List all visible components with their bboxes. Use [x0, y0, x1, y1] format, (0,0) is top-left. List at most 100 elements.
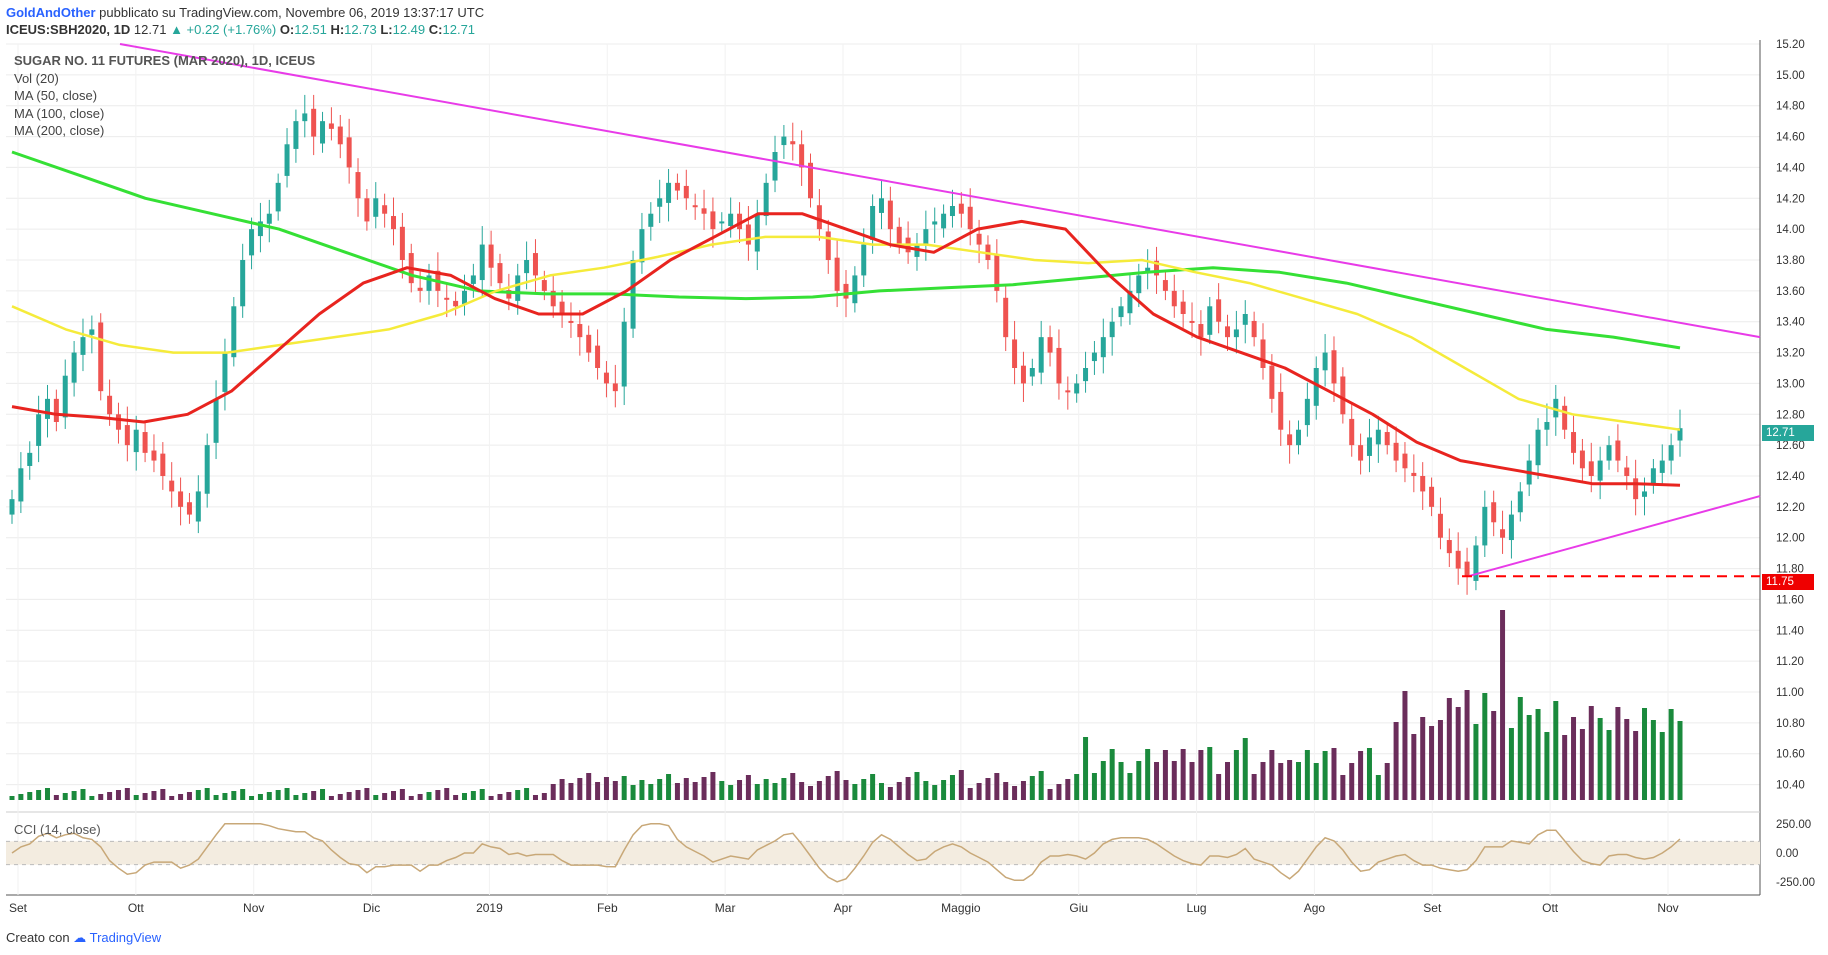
volume-bar: [870, 774, 876, 800]
legend-ma100[interactable]: MA (100, close): [14, 105, 105, 121]
y-tick-label: 10.80: [1776, 718, 1805, 730]
ma50-line: [11, 212, 1681, 487]
volume-bar: [1216, 774, 1222, 800]
last-price-tag: 12.71: [1762, 425, 1814, 441]
volume-bar: [213, 795, 219, 800]
volume-bar: [1145, 749, 1151, 800]
volume-bar: [949, 775, 955, 800]
legend-ma200[interactable]: MA (200, close): [14, 123, 105, 138]
volume-bar: [355, 790, 361, 800]
candle-body: [1588, 461, 1594, 476]
volume-bar: [887, 787, 893, 800]
volume-bar: [843, 780, 849, 800]
volume-bar: [89, 796, 95, 800]
volume-bar: [1242, 738, 1248, 800]
legend-vol[interactable]: Vol (20): [14, 70, 59, 86]
close-label: C:: [428, 22, 443, 37]
candle-body: [240, 260, 246, 307]
y-tick-label: 11.40: [1776, 625, 1804, 637]
volume-bar: [479, 789, 485, 800]
y-tick-label: 14.00: [1776, 224, 1805, 236]
volume-bar: [737, 780, 743, 800]
volume-bar: [311, 791, 317, 800]
author-link[interactable]: GoldAndOther: [6, 5, 96, 20]
candle-body: [1242, 314, 1248, 325]
volume-bar: [115, 790, 121, 800]
candle-body: [1606, 445, 1612, 461]
candle-body: [1473, 545, 1479, 581]
x-tick-label: Ott: [128, 901, 145, 915]
tradingview-logo-icon: ☁: [73, 930, 87, 945]
candle-body: [1162, 280, 1168, 291]
volume-bar: [1118, 762, 1124, 800]
x-tick-label: Set: [1423, 901, 1442, 915]
candle-body: [1597, 460, 1603, 481]
volume-bar: [36, 790, 42, 800]
volume-bar: [701, 777, 707, 800]
candle-body: [293, 121, 299, 149]
tradingview-link[interactable]: TradingView: [89, 930, 162, 945]
candle-body: [1411, 472, 1417, 476]
volume-bar: [524, 788, 530, 800]
legend-title: SUGAR NO. 11 FUTURES (MAR 2020), 1D, ICE…: [14, 53, 316, 68]
y-tick-label: 13.20: [1776, 348, 1805, 360]
volume-bar: [745, 775, 751, 800]
candle-body: [878, 198, 884, 213]
volume-bar: [1562, 735, 1568, 800]
volume-bar: [461, 793, 467, 800]
chart-legend: SUGAR NO. 11 FUTURES (MAR 2020), 1D, ICE…: [14, 52, 315, 140]
volume-bar: [878, 783, 884, 800]
volume-bar: [506, 792, 512, 800]
candle-body: [1633, 478, 1639, 500]
volume-bar: [1535, 709, 1541, 800]
candle-body: [266, 213, 272, 224]
volume-bar: [249, 796, 255, 800]
high-label: H:: [330, 22, 345, 37]
volume-bar: [80, 789, 86, 800]
volume-bar: [1491, 711, 1497, 800]
volume-bar: [763, 779, 769, 800]
candle-body: [461, 290, 467, 304]
legend-ma50[interactable]: MA (50, close): [14, 88, 98, 103]
volume-bar: [1633, 731, 1639, 800]
volume-bar: [44, 788, 50, 800]
volume-bar: [62, 793, 68, 800]
volume-bar: [1500, 610, 1506, 800]
volume-bar: [1127, 773, 1133, 800]
candle-body: [1047, 337, 1053, 353]
volume-bar: [621, 776, 627, 800]
candle-body: [124, 425, 130, 446]
publish-info: pubblicato su TradingView.com, Novembre …: [99, 5, 485, 20]
volume-bar: [825, 776, 831, 800]
cci-legend[interactable]: CCI (14, close): [14, 822, 101, 837]
volume-bar: [816, 781, 822, 800]
footer: Creato con ☁ TradingView: [6, 930, 161, 946]
volume-bar: [586, 773, 592, 800]
candle-body: [1216, 299, 1222, 322]
volume-bar: [257, 794, 263, 800]
y-tick-label: 14.60: [1776, 132, 1805, 144]
candle-body: [834, 257, 840, 291]
volume-bar: [1136, 761, 1142, 800]
candle-body: [213, 398, 219, 443]
candle-body: [71, 352, 77, 383]
candle-body: [399, 226, 405, 260]
volume-bar: [914, 772, 920, 800]
y-tick-label: 12.20: [1776, 502, 1805, 514]
candle-body: [941, 213, 947, 229]
volume-bar: [328, 796, 334, 800]
volume-bar: [497, 794, 503, 800]
volume-bar: [435, 790, 441, 800]
candle-body: [98, 322, 104, 392]
candle-body: [497, 263, 503, 284]
open-label: O:: [279, 22, 295, 37]
candle-body: [488, 244, 494, 268]
symbol: ICEUS:SBH2020, 1D: [6, 22, 131, 37]
candle-body: [222, 352, 228, 392]
high-value: 12.73: [344, 22, 377, 37]
volume-bar: [861, 779, 867, 800]
volume-bar: [1482, 693, 1488, 800]
volume-bar: [595, 782, 601, 800]
volume-bar: [932, 785, 938, 800]
